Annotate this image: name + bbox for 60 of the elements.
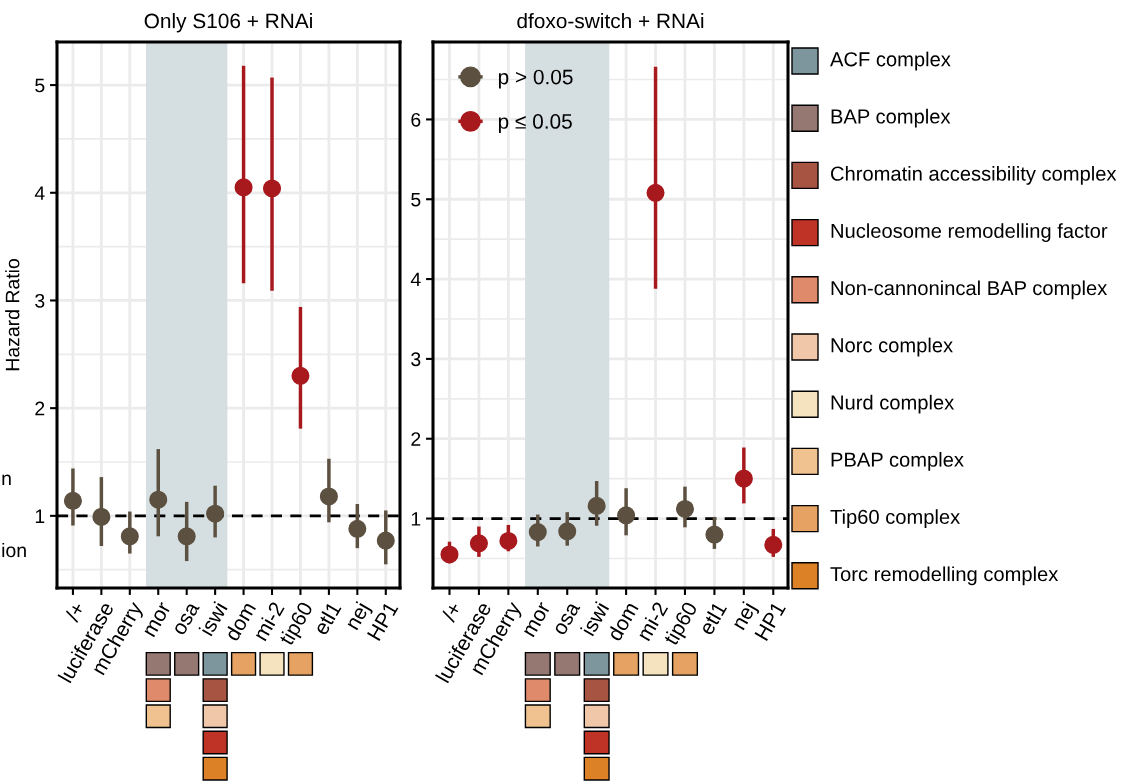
category-label: PBAP complex: [831, 452, 964, 471]
chart-title: dfoxo-switch + RNAi: [517, 13, 704, 29]
x-tick-label: mor: [144, 602, 172, 638]
y-tick-label: 6: [411, 112, 421, 127]
point: [120, 527, 139, 546]
category-label: ACF complex: [830, 51, 951, 71]
point: [558, 522, 577, 541]
point: [587, 496, 606, 515]
y-tick-label: 1: [35, 509, 45, 523]
category-label: Norc complex: [831, 337, 953, 357]
category-label: Non-cannonincal BAP complex: [831, 280, 1108, 300]
legend-label: p > 0.05: [498, 69, 573, 89]
point: [234, 178, 253, 197]
point: [440, 545, 459, 564]
point: [348, 519, 367, 538]
y-tick-label: 3: [411, 352, 421, 367]
x-tick-label: etl1: [312, 600, 342, 636]
point: [705, 525, 724, 544]
category-label: Tip60 complex: [830, 509, 960, 528]
point: [734, 469, 753, 488]
x-tick-label: osa: [554, 601, 581, 636]
point: [92, 507, 111, 526]
y-tick-label: 2: [35, 401, 45, 416]
y-tick-label: 4: [410, 272, 421, 287]
point: [206, 504, 225, 523]
point: [764, 535, 783, 554]
text: n: [2, 474, 11, 486]
y-tick-label: 1: [411, 512, 421, 526]
category-label: Nucleosome remodelling factor: [831, 223, 1108, 242]
x-tick-label: mor: [523, 602, 551, 638]
x-tick-label: iswi: [198, 601, 228, 637]
point: [675, 499, 695, 519]
point: [469, 534, 488, 553]
chart-title: Only S106 + RNAi: [144, 13, 312, 33]
y-tick-label: 4: [34, 186, 45, 200]
category-label: BAP complex: [831, 108, 951, 128]
category-label: Nurd complex: [831, 394, 955, 414]
x-tick-label: etl1: [698, 600, 728, 636]
point: [291, 366, 310, 385]
y-axis-title: Hazard Ratio: [5, 259, 20, 371]
point: [262, 179, 282, 198]
category-label: Chromatin accessibility complex: [831, 166, 1117, 185]
text: ion: [2, 542, 26, 558]
point: [149, 490, 168, 509]
point: [63, 491, 82, 510]
category-label: Torc remodelling complex: [830, 566, 1059, 586]
y-tick-label: 2: [411, 432, 421, 446]
y-tick-label: 3: [35, 293, 45, 308]
point: [177, 527, 196, 546]
point: [376, 531, 395, 550]
point: [499, 531, 518, 550]
point: [528, 523, 547, 542]
point: [646, 183, 665, 202]
y-tick-label: 5: [35, 78, 45, 93]
point: [319, 487, 338, 506]
x-tick-label: iswi: [580, 601, 610, 637]
point: [617, 506, 636, 525]
y-tick-label: 5: [411, 192, 421, 207]
x-tick-label: osa: [173, 601, 200, 636]
legend-label: p ≤ 0.05: [498, 114, 572, 133]
